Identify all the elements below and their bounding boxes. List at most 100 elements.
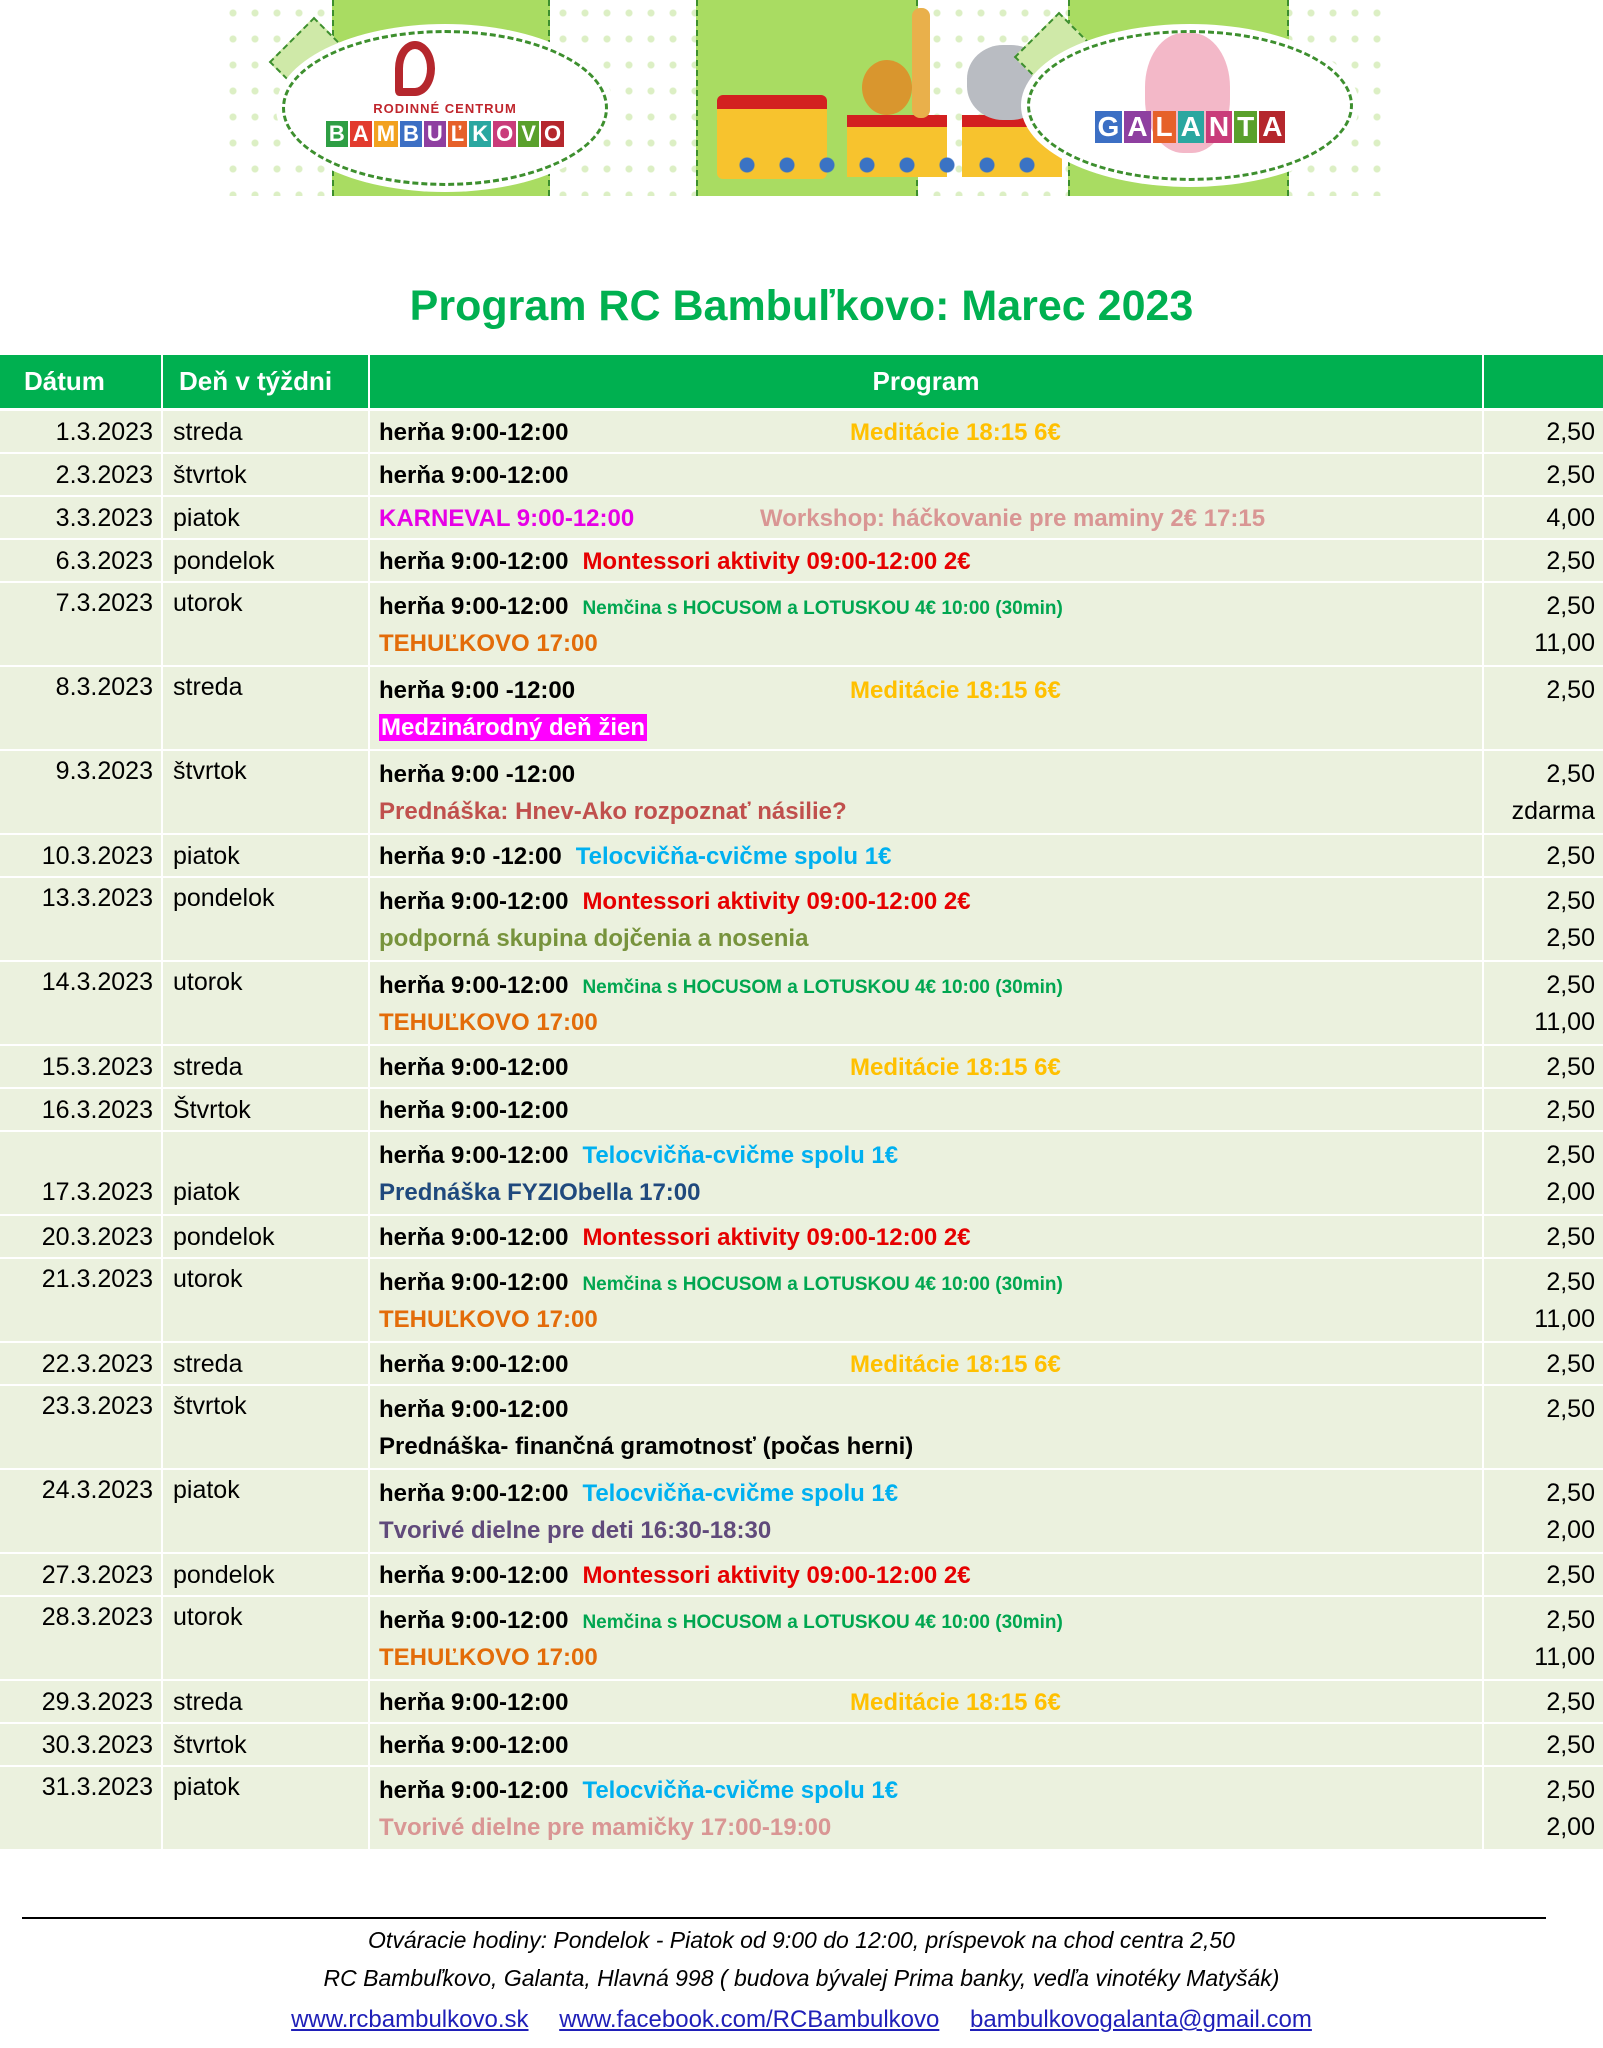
date-cell: 28.3.2023	[0, 1597, 163, 1679]
program-item: Telocvičňa-cvičme spolu 1€	[582, 1480, 899, 1507]
day: streda	[173, 418, 243, 446]
date-cell: 17.3.2023	[0, 1132, 163, 1214]
program-item: Meditácie 18:15 6€	[850, 1054, 1061, 1081]
program-item: herňa 9:00-12:00	[379, 548, 569, 575]
logo-letter: M	[373, 121, 399, 147]
date: 27.3.2023	[41, 1561, 153, 1589]
program-line: herňa 9:00-12:00 Telocvičňa-cvičme spolu …	[370, 1135, 1482, 1176]
program-item: herňa 9:00-12:00	[379, 972, 569, 999]
date: 1.3.2023	[55, 418, 153, 446]
table-row: 28.3.2023 utorok herňa 9:00-12:00 Nemčina s…	[0, 1597, 1603, 1681]
program-item: herňa 9:00-12:00	[379, 1142, 569, 1169]
program-item: Montessori aktivity 09:00-12:00 2€	[582, 548, 971, 575]
logo-letter: N	[1205, 111, 1233, 143]
program-line: herňa 9:00-12:00 Montessori aktivity 09:0…	[370, 881, 1482, 922]
program-item: herňa 9:00-12:00	[379, 462, 569, 489]
program-item: herňa 9:00-12:00	[379, 1562, 569, 1589]
price: 2,50	[1546, 1606, 1595, 1634]
day: pondelok	[173, 1561, 275, 1589]
program-line: herňa 9:00-12:00 Telocvičňa-cvičme spolu …	[370, 1473, 1482, 1514]
program-item: Montessori aktivity 09:00-12:00 2€	[582, 1562, 971, 1589]
logo-letter: B	[325, 121, 348, 147]
table-row: 3.3.2023 piatok KARNEVAL 9:00-12:00 Worksho…	[0, 497, 1603, 540]
program-line: herňa 9:00-12:00 Meditácie 18:15 6€	[370, 1682, 1482, 1723]
program-item: TEHUĽKOVO 17:00	[379, 1644, 598, 1671]
logo-letter: L	[1152, 111, 1176, 143]
date-cell: 22.3.2023	[0, 1343, 163, 1384]
program-cell: herňa 9:00-12:00 Nemčina s HOCUSOM a LOTU…	[370, 1259, 1484, 1341]
program-line: herňa 9:00-12:00 Nemčina s HOCUSOM a LOTU…	[370, 965, 1482, 1006]
date-cell: 10.3.2023	[0, 835, 163, 876]
table-row: 8.3.2023 streda herňa 9:00 -12:00 Meditácie…	[0, 667, 1603, 751]
logo-letter: Ľ	[447, 121, 468, 147]
footer-links: www.rcbambulkovo.sk www.facebook.com/RCB…	[0, 2006, 1603, 2034]
program-line: Prednáška FYZIObella 17:00	[370, 1172, 1482, 1213]
logo-mark-icon	[395, 41, 435, 96]
footer-divider	[22, 1917, 1546, 1919]
program-line: TEHUĽKOVO 17:00	[370, 623, 1482, 664]
day-cell: pondelok	[163, 1216, 370, 1257]
website-link[interactable]: www.rcbambulkovo.sk	[291, 2006, 529, 2033]
day-cell: streda	[163, 1681, 370, 1722]
day: utorok	[173, 1603, 243, 1631]
table-body: 1.3.2023 streda herňa 9:00-12:00 Meditácie …	[0, 411, 1603, 1851]
price: 2,50	[1546, 1776, 1595, 1804]
day: pondelok	[173, 547, 275, 575]
price: 2,50	[1546, 1096, 1595, 1124]
program-item: herňa 9:00-12:00	[379, 593, 569, 620]
price-cell: 2,50	[1484, 454, 1603, 495]
price-cell: 2,50	[1484, 1724, 1603, 1765]
table-row: 17.3.2023 piatok herňa 9:00-12:00 Telocvičň…	[0, 1132, 1603, 1216]
day: pondelok	[173, 1223, 275, 1251]
logo-letter: U	[423, 121, 446, 147]
day-cell: utorok	[163, 962, 370, 1044]
logo-letter: O	[540, 121, 565, 147]
date: 2.3.2023	[55, 461, 153, 489]
day: streda	[173, 1053, 243, 1081]
train-wheels-icon	[727, 155, 1057, 175]
facebook-link[interactable]: www.facebook.com/RCBambulkovo	[559, 2006, 940, 2033]
logo-subtitle: RODINNÉ CENTRUM	[373, 101, 517, 116]
price: 2,50	[1546, 971, 1595, 999]
program-cell: herňa 9:00-12:00 Telocvičňa-cvičme spolu …	[370, 1767, 1484, 1849]
price-cell: 2,50	[1484, 1554, 1603, 1595]
program-line: herňa 9:00-12:00	[370, 1389, 1482, 1430]
program-line: herňa 9:00-12:00 Telocvičňa-cvičme spolu …	[370, 1770, 1482, 1811]
day: piatok	[173, 1773, 240, 1801]
program-item: KARNEVAL 9:00-12:00	[379, 505, 635, 532]
date-cell: 3.3.2023	[0, 497, 163, 538]
date: 6.3.2023	[55, 547, 153, 575]
price-cell: 2,50	[1484, 1046, 1603, 1087]
program-item: herňa 9:00-12:00	[379, 1777, 569, 1804]
day: Štvrtok	[173, 1096, 251, 1124]
program-cell: herňa 9:00-12:00 Montessori aktivity 09:0…	[370, 1554, 1484, 1595]
email-link[interactable]: bambulkovogalanta@gmail.com	[970, 2006, 1312, 2033]
program-item: herňa 9:00-12:00	[379, 1689, 569, 1716]
price: 2,50	[1546, 1268, 1595, 1296]
logo-letter: G	[1094, 111, 1123, 143]
program-line: Tvorivé dielne pre deti 16:30-18:30	[370, 1510, 1482, 1551]
program-item: herňa 9:00 -12:00	[379, 677, 576, 704]
program-item: herňa 9:00-12:00	[379, 888, 569, 915]
program-line: TEHUĽKOVO 17:00	[370, 1637, 1482, 1678]
table-row: 2.3.2023 štvrtok herňa 9:00-12:00 2,50	[0, 454, 1603, 497]
table-row: 31.3.2023 piatok herňa 9:00-12:00 Telocvičň…	[0, 1767, 1603, 1851]
price-cell: 2,50 zdarma	[1484, 751, 1603, 833]
program-line: herňa 9:00-12:00 Meditácie 18:15 6€	[370, 1047, 1482, 1088]
price: 11,00	[1534, 1008, 1595, 1036]
day-cell: streda	[163, 1046, 370, 1087]
price: 2,00	[1546, 1178, 1595, 1206]
program-item: Telocvičňa-cvičme spolu 1€	[575, 843, 892, 870]
price-cell: 2,50	[1484, 1343, 1603, 1384]
program-item: herňa 9:00-12:00	[379, 1396, 569, 1423]
date-cell: 27.3.2023	[0, 1554, 163, 1595]
date-cell: 29.3.2023	[0, 1681, 163, 1722]
table-row: 23.3.2023 štvrtok herňa 9:00-12:00 Prednášk…	[0, 1386, 1603, 1470]
logo-letter: B	[400, 121, 422, 147]
day-cell: štvrtok	[163, 1386, 370, 1468]
day-cell: piatok	[163, 1470, 370, 1552]
program-line: herňa 9:00-12:00 Montessori aktivity 09:0…	[370, 1555, 1482, 1596]
day: streda	[173, 1688, 243, 1716]
date-cell: 1.3.2023	[0, 411, 163, 452]
